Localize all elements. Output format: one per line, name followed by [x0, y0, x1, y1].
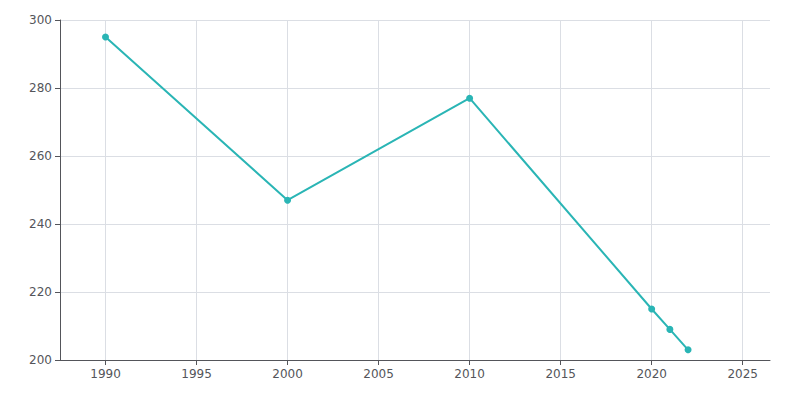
svg-text:1995: 1995	[181, 367, 212, 381]
svg-text:2000: 2000	[272, 367, 303, 381]
svg-text:300: 300	[29, 13, 52, 27]
svg-text:2010: 2010	[454, 367, 485, 381]
svg-text:280: 280	[29, 81, 52, 95]
svg-text:2015: 2015	[545, 367, 576, 381]
svg-text:2025: 2025	[727, 367, 758, 381]
svg-text:200: 200	[29, 353, 52, 367]
svg-text:2005: 2005	[363, 367, 394, 381]
svg-text:240: 240	[29, 217, 52, 231]
svg-text:2020: 2020	[636, 367, 667, 381]
svg-text:260: 260	[29, 149, 52, 163]
svg-text:220: 220	[29, 285, 52, 299]
svg-text:1990: 1990	[90, 367, 121, 381]
